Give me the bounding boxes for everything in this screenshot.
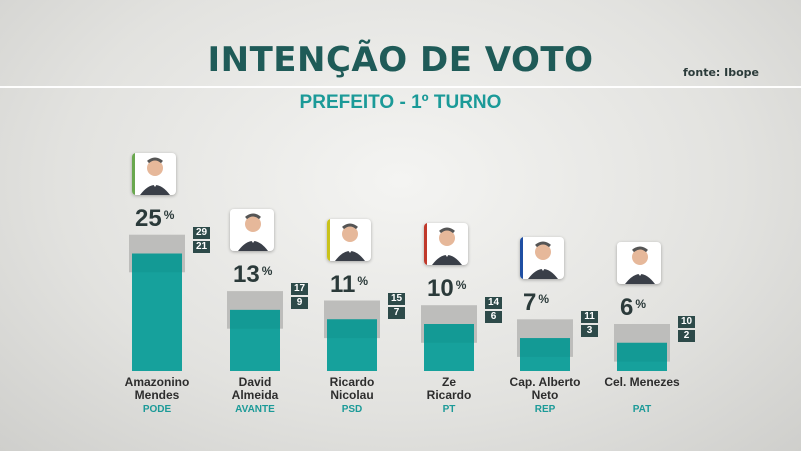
portrait-icon: [140, 157, 170, 195]
candidate-surname: Mendes: [134, 388, 180, 402]
portrait-icon: [432, 227, 462, 266]
value-number: 13: [233, 261, 260, 289]
margin-lower-label: 3: [581, 325, 598, 338]
bar-margin-overlap: [230, 309, 280, 329]
percent-sign: %: [455, 278, 467, 293]
percent-sign: %: [261, 264, 273, 279]
candidate-label: Ricardo Nicolau PSD: [292, 375, 412, 416]
value-label: 25%: [135, 205, 174, 233]
margin-lower-label: 7: [388, 306, 405, 319]
candidate-photo: [520, 237, 564, 280]
party-label: PAT: [632, 404, 652, 415]
candidate-surname: Ricardo: [426, 388, 472, 402]
margin-lower-label: 9: [291, 297, 308, 310]
margin-lower-label: 2: [678, 330, 695, 342]
bar-margin-overlap: [327, 319, 377, 339]
candidate-name: Cap. Alberto: [509, 375, 581, 389]
candidate-name: Ricardo: [329, 375, 375, 389]
margin-upper-label: 14: [485, 297, 502, 310]
value-label: 10%: [427, 275, 466, 303]
portrait-icon: [625, 246, 655, 284]
percent-sign: %: [357, 273, 369, 288]
party-label: PT: [442, 404, 456, 415]
value-number: 7: [523, 289, 537, 317]
portrait-icon: [238, 213, 268, 252]
bar-margin-overlap: [132, 253, 182, 273]
value-label: 13%: [233, 261, 272, 289]
margin-lower-label: 21: [193, 240, 210, 253]
margin-upper-label: 17: [291, 283, 308, 296]
value-number: 11: [330, 270, 356, 298]
value-label: 11%: [330, 271, 368, 299]
value-label: 6%: [620, 294, 646, 322]
candidate-name: David: [238, 375, 272, 389]
percent-sign: %: [538, 292, 550, 307]
candidate-photo: [617, 242, 661, 284]
candidate-photo: [327, 218, 371, 261]
party-label: PSD: [341, 404, 363, 415]
bar: [132, 253, 182, 371]
chart-title: INTENÇÃO DE VOTO: [207, 40, 594, 80]
party-label: REP: [534, 404, 556, 415]
value-number: 10: [427, 275, 454, 303]
candidate-label: Cel. Menezes PAT: [582, 375, 702, 416]
candidate-photo: [132, 152, 176, 195]
portrait-icon: [335, 223, 365, 261]
source-label: fonte: Ibope: [683, 66, 759, 79]
margin-upper-label: 15: [388, 292, 405, 305]
value-number: 25: [135, 204, 162, 232]
portrait-icon: [528, 241, 558, 280]
margin-lower-label: 6: [485, 311, 502, 324]
candidate-photo: [424, 223, 468, 266]
title-divider: [0, 86, 801, 88]
margin-upper-label: 11: [581, 311, 598, 324]
candidate-photo: [230, 209, 274, 252]
candidate-name: Ze: [441, 375, 456, 389]
candidate-surname: Almeida: [231, 388, 279, 402]
candidate-name: Cel. Menezes: [604, 375, 680, 389]
candidate-label: Cap. Alberto Neto REP: [485, 375, 605, 416]
bar-margin-overlap: [617, 342, 667, 362]
value-number: 6: [620, 294, 634, 321]
spacer: [582, 389, 702, 402]
candidate-label: Amazonino Mendes PODE: [97, 375, 217, 416]
margin-upper-label: 29: [193, 226, 210, 239]
candidate-name: Amazonino: [124, 375, 190, 389]
candidate-surname: Nicolau: [330, 388, 374, 402]
value-label: 7%: [523, 289, 549, 317]
percent-sign: %: [163, 207, 175, 222]
percent-sign: %: [635, 297, 647, 311]
bar-margin-overlap: [424, 324, 474, 343]
chart-subtitle: PREFEITO - 1º TURNO: [299, 92, 502, 113]
margin-upper-label: 10: [678, 316, 695, 328]
candidate-surname: Neto: [531, 388, 559, 402]
bar-margin-overlap: [520, 338, 570, 357]
party-label: PODE: [142, 404, 172, 415]
candidate-label: David Almeida AVANTE: [195, 375, 315, 416]
candidate-label: Ze Ricardo PT: [389, 375, 509, 416]
party-label: AVANTE: [235, 404, 275, 415]
